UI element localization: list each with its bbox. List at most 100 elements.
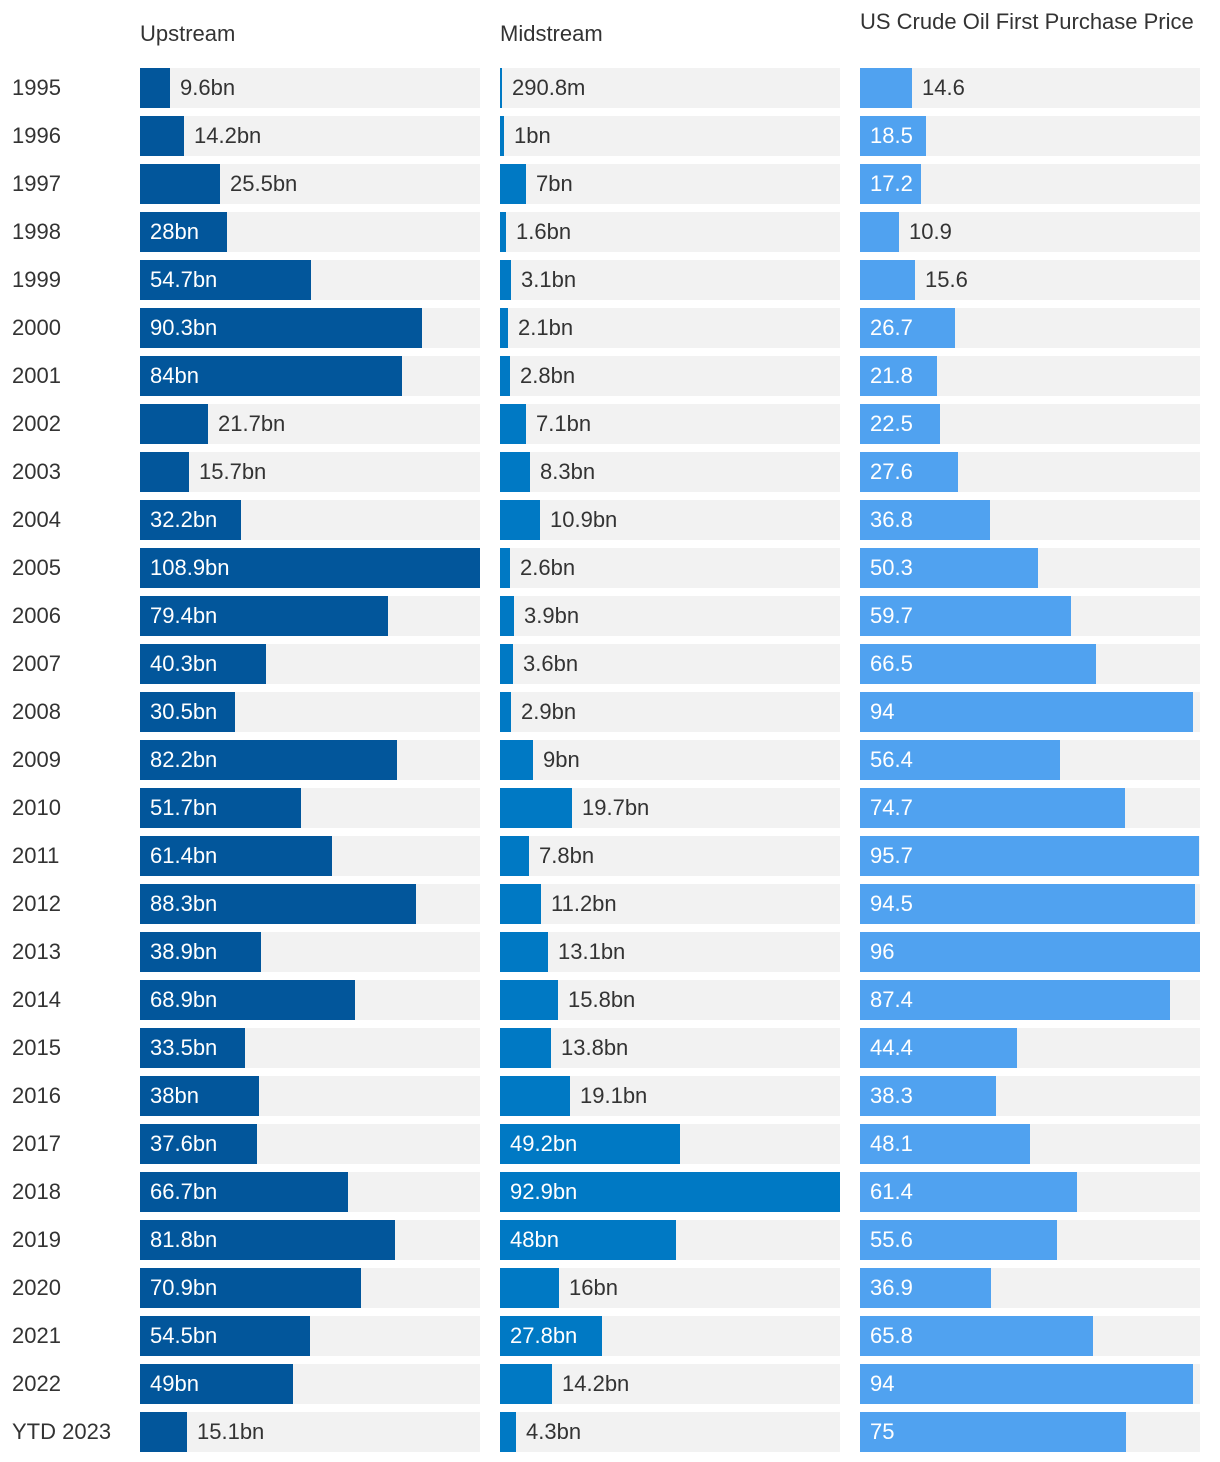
data-label: 2.6bn — [520, 555, 576, 580]
bar-us-crude-oil-first-purchase-price — [860, 500, 990, 540]
bar-track-us-crude-oil-first-purchase-price: 56.4 — [860, 740, 1200, 780]
row-label: 1995 — [12, 75, 61, 100]
data-label: 17.2 — [870, 171, 913, 196]
bar-track-upstream: 81.8bn — [140, 1220, 480, 1260]
data-label: 27.8bn — [510, 1323, 578, 1348]
bar-upstream — [140, 452, 189, 492]
bar-us-crude-oil-first-purchase-price — [860, 452, 958, 492]
bar-midstream — [500, 1124, 680, 1164]
data-label: 14.6 — [922, 75, 965, 100]
data-label: 54.5bn — [150, 1323, 218, 1348]
bar-track-us-crude-oil-first-purchase-price: 61.4 — [860, 1172, 1200, 1212]
row-label: 2008 — [12, 699, 61, 724]
bar-us-crude-oil-first-purchase-price — [860, 548, 1038, 588]
data-label: 49.2bn — [510, 1131, 578, 1156]
bar-track-upstream: 88.3bn — [140, 884, 480, 924]
data-label: 14.2bn — [562, 1371, 630, 1396]
bar-us-crude-oil-first-purchase-price — [860, 308, 955, 348]
bar-track-midstream: 7.1bn — [500, 404, 840, 444]
data-label: 3.1bn — [521, 267, 577, 292]
bar-midstream — [500, 884, 541, 924]
bar-track-upstream: 68.9bn — [140, 980, 480, 1020]
row-label: 2004 — [12, 507, 61, 532]
bar-track-upstream: 90.3bn — [140, 308, 480, 348]
bar-upstream — [140, 164, 220, 204]
row-label: 2003 — [12, 459, 61, 484]
data-label: 94 — [870, 1371, 895, 1396]
bar-midstream — [500, 116, 504, 156]
bar-us-crude-oil-first-purchase-price — [860, 1268, 991, 1308]
bar-us-crude-oil-first-purchase-price — [860, 356, 937, 396]
bar-upstream — [140, 68, 170, 108]
data-label: 2.9bn — [521, 699, 577, 724]
bar-track-upstream: 40.3bn — [140, 644, 480, 684]
bar-us-crude-oil-first-purchase-price — [860, 212, 899, 252]
bar-midstream — [500, 68, 502, 108]
data-label: 84bn — [150, 363, 199, 388]
row-label: YTD 2023 — [12, 1419, 112, 1444]
bar-track-us-crude-oil-first-purchase-price: 10.9 — [860, 212, 1200, 252]
bar-midstream — [500, 452, 530, 492]
data-label: 4.3bn — [526, 1419, 582, 1444]
data-label: 33.5bn — [150, 1035, 218, 1060]
bar-midstream — [500, 1364, 552, 1404]
row-label: 2017 — [12, 1131, 61, 1156]
data-label: 61.4 — [870, 1179, 913, 1204]
data-label: 3.6bn — [523, 651, 579, 676]
data-label: 32.2bn — [150, 507, 218, 532]
bar-upstream — [140, 932, 261, 972]
row-label: 2014 — [12, 987, 61, 1012]
bar-us-crude-oil-first-purchase-price — [860, 404, 940, 444]
bar-track-midstream: 27.8bn — [500, 1316, 840, 1356]
data-label: 54.7bn — [150, 267, 218, 292]
row-label: 2009 — [12, 747, 61, 772]
bar-midstream — [500, 356, 510, 396]
bar-us-crude-oil-first-purchase-price — [860, 596, 1071, 636]
data-label: 70.9bn — [150, 1275, 218, 1300]
data-label: 7bn — [536, 171, 573, 196]
bar-track-upstream: 54.7bn — [140, 260, 480, 300]
bar-us-crude-oil-first-purchase-price — [860, 68, 912, 108]
bar-track-midstream: 3.6bn — [500, 644, 840, 684]
bar-upstream — [140, 212, 227, 252]
bar-track-midstream: 2.8bn — [500, 356, 840, 396]
bar-us-crude-oil-first-purchase-price — [860, 1220, 1057, 1260]
data-label: 48bn — [510, 1227, 559, 1252]
bar-track-midstream: 13.8bn — [500, 1028, 840, 1068]
bar-midstream — [500, 260, 511, 300]
bar-track-midstream: 1.6bn — [500, 212, 840, 252]
bar-track-upstream: 25.5bn — [140, 164, 480, 204]
data-label: 19.1bn — [580, 1083, 648, 1108]
bar-upstream — [140, 356, 402, 396]
bar-upstream — [140, 1124, 257, 1164]
data-label: 8.3bn — [540, 459, 596, 484]
data-label: 75 — [870, 1419, 895, 1444]
bar-track-midstream: 7.8bn — [500, 836, 840, 876]
bar-us-crude-oil-first-purchase-price — [860, 932, 1200, 972]
bar-track-upstream: 79.4bn — [140, 596, 480, 636]
data-label: 74.7 — [870, 795, 913, 820]
data-label: 2.8bn — [520, 363, 576, 388]
data-label: 7.8bn — [539, 843, 595, 868]
bar-upstream — [140, 404, 208, 444]
row-label: 2006 — [12, 603, 61, 628]
bar-upstream — [140, 1268, 361, 1308]
bar-track-us-crude-oil-first-purchase-price: 48.1 — [860, 1124, 1200, 1164]
bar-track-upstream: 21.7bn — [140, 404, 480, 444]
data-label: 21.8 — [870, 363, 913, 388]
bar-midstream — [500, 788, 572, 828]
bar-track-us-crude-oil-first-purchase-price: 94 — [860, 1364, 1200, 1404]
data-label: 44.4 — [870, 1035, 913, 1060]
bar-midstream — [500, 740, 533, 780]
bar-track-us-crude-oil-first-purchase-price: 95.7 — [860, 836, 1200, 876]
bar-track-midstream: 49.2bn — [500, 1124, 840, 1164]
data-label: 51.7bn — [150, 795, 218, 820]
data-label: 94 — [870, 699, 895, 724]
bar-us-crude-oil-first-purchase-price — [860, 788, 1125, 828]
row-label: 1996 — [12, 123, 61, 148]
bar-track-upstream: 15.7bn — [140, 452, 480, 492]
bar-track-midstream: 92.9bn — [500, 1172, 840, 1212]
data-label: 26.7 — [870, 315, 913, 340]
row-label: 2002 — [12, 411, 61, 436]
bar-midstream — [500, 644, 513, 684]
